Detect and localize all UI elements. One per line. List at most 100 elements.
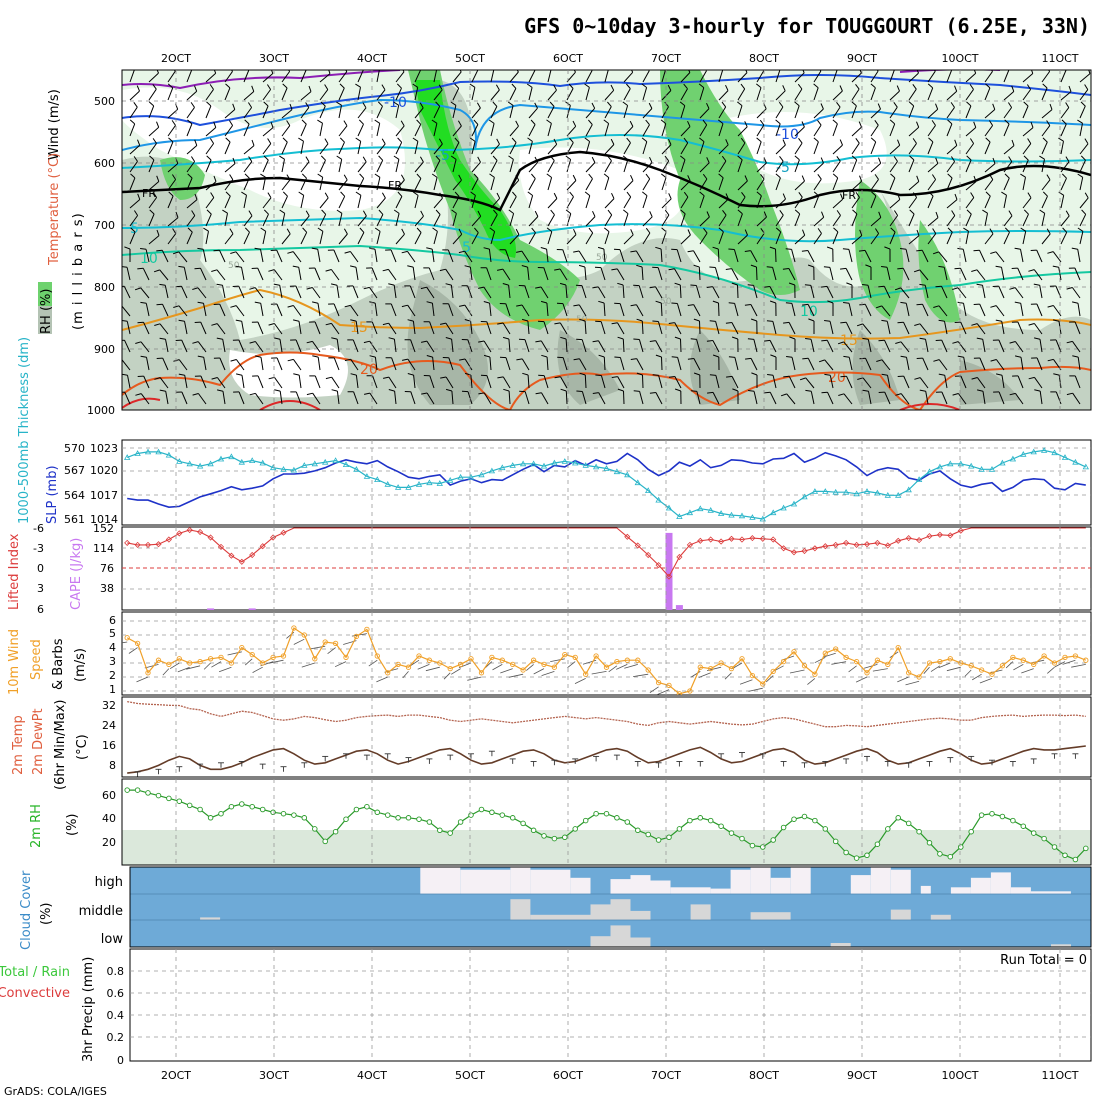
wind-barb <box>1001 267 1005 281</box>
wind-barb <box>528 161 539 173</box>
wind-barb <box>889 215 899 227</box>
wind-barb-feather <box>992 157 996 164</box>
wind-barb-feather <box>178 373 185 376</box>
wind-barb <box>976 269 986 281</box>
wind-barb-feather <box>935 285 942 288</box>
wind-barb <box>146 357 150 371</box>
wind-barb <box>585 216 596 227</box>
wind-barb-feather <box>159 283 166 286</box>
wind-barb-feather <box>728 248 735 250</box>
wind-barb-feather <box>851 155 858 161</box>
wind-barb <box>205 143 215 155</box>
wind-barb <box>352 339 359 353</box>
wind-barb-feather <box>916 303 923 306</box>
wind-barb <box>186 123 193 137</box>
wind-barb-feather <box>549 101 555 107</box>
bottom-date-tick: 2OCT <box>161 1069 191 1082</box>
wind-barb <box>279 339 283 353</box>
wind-barb <box>775 90 786 101</box>
wind-barb-feather <box>859 175 863 182</box>
wind-barb-feather <box>393 209 400 214</box>
wind-speed-point <box>176 656 182 662</box>
wind-barb <box>680 196 689 209</box>
cloud-bar-low <box>610 925 631 947</box>
rh-point <box>447 830 453 836</box>
wind-barb <box>566 180 577 191</box>
contour-label: -5 <box>436 148 450 164</box>
wind-speed-point <box>478 670 485 676</box>
wind-barb-feather <box>989 174 994 180</box>
wind-barb-feather <box>766 320 773 322</box>
wind-barb <box>262 127 274 137</box>
wind-barb <box>395 213 400 227</box>
wind-barb-feather <box>799 377 806 381</box>
wind-barb <box>509 88 517 101</box>
wind-barb-feather <box>273 283 280 286</box>
thickness-point <box>634 479 641 486</box>
wind-barb-feather <box>194 85 198 92</box>
wind-barb-feather <box>401 358 409 361</box>
wind-speed-point <box>489 654 495 661</box>
wind-barb-feather <box>152 138 157 144</box>
wind-barb <box>737 159 743 173</box>
wind-barb <box>794 126 805 137</box>
wind-barb-feather <box>855 138 860 144</box>
wind-barb-feather <box>751 372 758 376</box>
wind-barb <box>794 213 801 227</box>
wind-barb <box>547 198 558 209</box>
wind-barb-feather <box>474 227 479 233</box>
wind-barb <box>657 267 663 281</box>
wind-speed-point <box>364 626 370 633</box>
wind-barb-feather <box>584 137 590 142</box>
wind-barb-feather <box>420 286 427 290</box>
wind-barb-feather <box>725 139 729 146</box>
wind-barb <box>338 87 345 101</box>
wind-barb <box>357 87 361 101</box>
wind-barb-feather <box>652 320 659 322</box>
lifted-index-ticks: -6 -3 0 3 6 <box>33 522 44 616</box>
wind-barb-feather <box>655 246 662 250</box>
rh-point <box>249 803 255 810</box>
wind-barb-feather <box>1065 70 1067 71</box>
wind-barb <box>319 89 329 101</box>
wind-barb <box>965 127 977 137</box>
wind-barb-feather <box>744 250 751 252</box>
wind-barb <box>903 375 910 389</box>
wind-speed-point <box>572 654 578 661</box>
wind-barb-feather <box>641 191 648 196</box>
wind-barb <box>428 267 435 281</box>
wind-barb-feather <box>969 84 974 90</box>
wind-speed-point <box>134 640 141 647</box>
wind-barb-feather <box>531 173 536 179</box>
wind-barb <box>661 231 667 245</box>
wind-barb <box>832 123 838 137</box>
wind-barb-feather <box>167 83 174 89</box>
wind-barb-feather <box>712 354 719 358</box>
wind-barb <box>862 377 872 389</box>
rh-point <box>593 810 599 817</box>
wind-barb <box>162 357 169 371</box>
wind-barb <box>300 107 310 119</box>
wind-barb-feather <box>668 138 672 145</box>
rh-point <box>655 837 662 843</box>
rh-tick: 20 <box>102 836 116 849</box>
wind-barb <box>330 269 340 281</box>
wind-barb-feather <box>630 304 637 307</box>
wind-barb-feather <box>249 287 256 290</box>
wind-barb-feather <box>483 247 490 250</box>
wind-barb-feather <box>611 376 618 378</box>
wind-barb-feather <box>916 229 920 236</box>
wind-barb-feather <box>458 174 462 181</box>
wind-barb-feather <box>156 121 160 128</box>
wind-barb <box>490 143 500 155</box>
wind-barb-feather <box>971 323 978 326</box>
wind-barb <box>927 195 934 209</box>
wind-barb <box>300 232 308 245</box>
wind-barb <box>218 666 232 673</box>
wind-barb-feather <box>840 375 847 378</box>
wind-barb-feather <box>588 227 594 234</box>
wind-barb-feather <box>576 390 583 392</box>
wind-barb <box>824 359 834 371</box>
wind-barb <box>1079 105 1086 119</box>
thickness-point <box>780 504 787 511</box>
